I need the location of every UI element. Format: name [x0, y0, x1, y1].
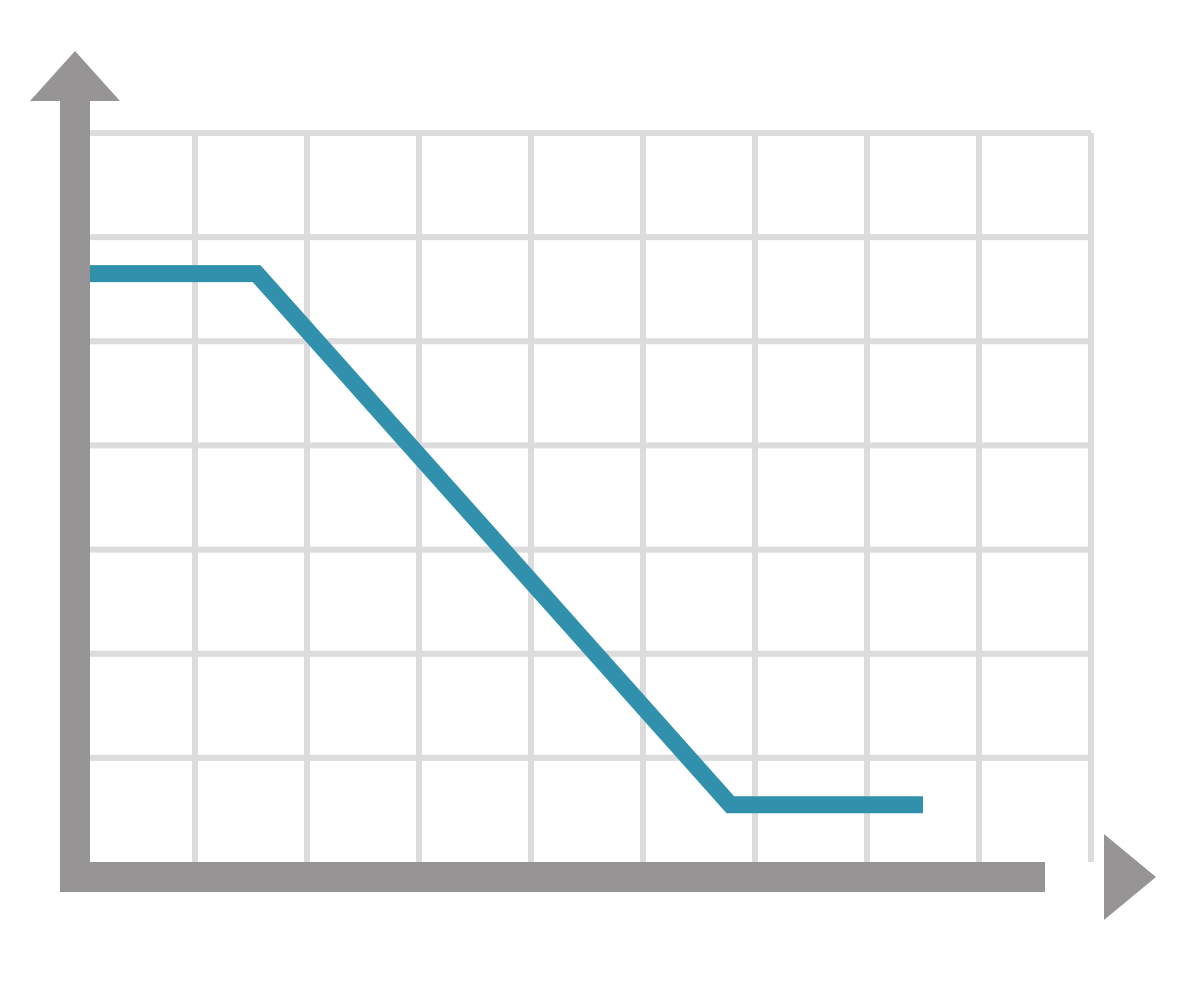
- series-line: [83, 265, 923, 814]
- grid: [83, 130, 1094, 862]
- series-layer: [83, 265, 923, 814]
- axes: [30, 51, 1156, 920]
- y-axis-arrow-icon: [30, 51, 120, 101]
- x-axis-arrow-icon: [1104, 834, 1156, 920]
- y-axis-line: [60, 100, 90, 892]
- x-axis-line: [60, 862, 1045, 892]
